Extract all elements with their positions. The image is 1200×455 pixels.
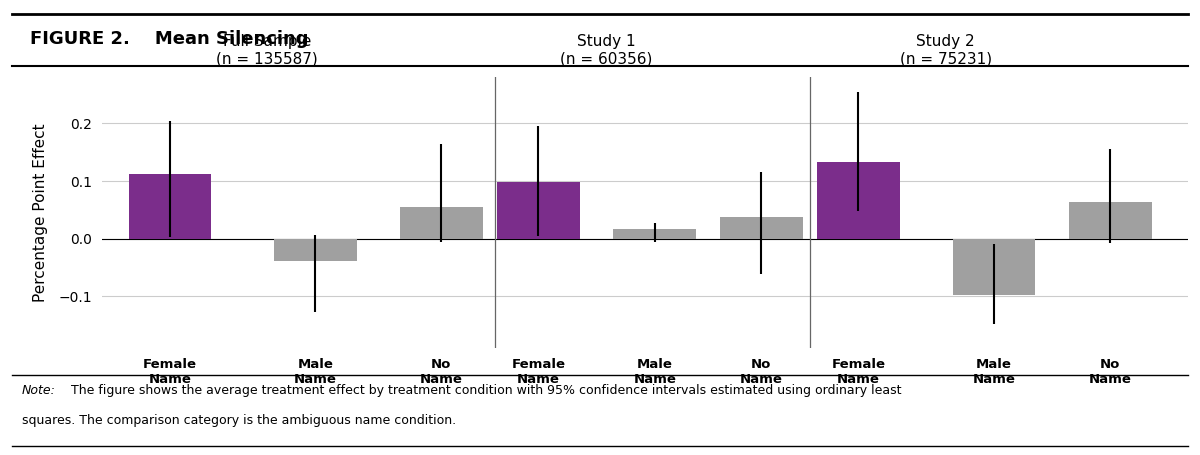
Text: FIGURE 2.    Mean Silencing: FIGURE 2. Mean Silencing xyxy=(30,30,308,48)
Bar xyxy=(128,173,211,238)
Text: Full Sample
(n = 135587): Full Sample (n = 135587) xyxy=(216,34,318,66)
Bar xyxy=(1069,202,1152,238)
Bar xyxy=(817,162,900,238)
Bar xyxy=(720,217,803,238)
Text: Study 1
(n = 60356): Study 1 (n = 60356) xyxy=(560,34,653,66)
Text: squares. The comparison category is the ambiguous name condition.: squares. The comparison category is the … xyxy=(22,414,456,427)
Text: The figure shows the average treatment effect by treatment condition with 95% co: The figure shows the average treatment e… xyxy=(67,384,901,398)
Bar xyxy=(274,238,356,261)
Bar xyxy=(497,182,580,238)
Text: Note:: Note: xyxy=(22,384,55,398)
Bar xyxy=(400,207,482,238)
Y-axis label: Percentage Point Effect: Percentage Point Effect xyxy=(32,123,48,302)
Bar xyxy=(613,229,696,238)
Bar xyxy=(953,238,1036,295)
Text: Study 2
(n = 75231): Study 2 (n = 75231) xyxy=(900,34,991,66)
